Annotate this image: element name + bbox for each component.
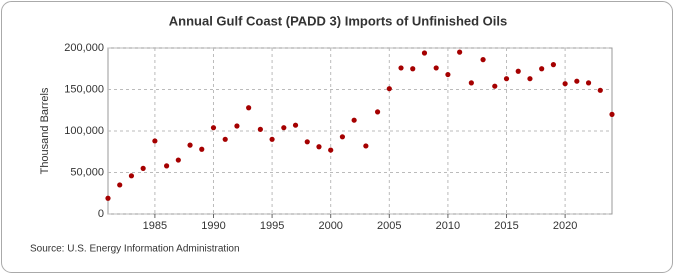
data-point <box>281 125 287 131</box>
x-tick-label: 1990 <box>201 220 225 232</box>
data-point <box>527 76 533 82</box>
data-point <box>550 62 556 68</box>
data-point <box>433 65 439 71</box>
data-point <box>539 66 545 72</box>
x-tick-label: 2015 <box>494 220 518 232</box>
data-point <box>562 81 568 87</box>
data-point <box>234 123 240 129</box>
y-tick-label: 0 <box>98 208 104 220</box>
data-point <box>304 139 310 145</box>
data-point <box>199 146 205 152</box>
data-point <box>164 163 170 169</box>
data-point <box>410 66 416 72</box>
data-point <box>105 195 111 201</box>
data-point <box>468 80 474 86</box>
data-point <box>492 83 498 89</box>
data-point <box>117 182 123 188</box>
data-point <box>421 50 428 56</box>
data-point <box>351 117 357 123</box>
data-point <box>445 71 451 78</box>
data-point <box>269 136 275 142</box>
chart-title: Annual Gulf Coast (PADD 3) Imports of Un… <box>169 13 508 28</box>
data-point <box>257 126 263 132</box>
data-point <box>585 80 592 86</box>
data-point <box>128 173 135 179</box>
data-point <box>597 87 603 93</box>
data-point <box>140 165 146 171</box>
y-tick-label: 200,000 <box>64 42 104 54</box>
data-point <box>222 136 228 142</box>
data-point <box>363 143 369 149</box>
data-point <box>574 78 580 84</box>
x-tick-label: 1995 <box>260 220 284 232</box>
data-point <box>457 49 463 55</box>
data-point <box>339 134 346 140</box>
y-axis-label: Thousand Barrels <box>39 87 51 174</box>
x-tick-label: 2005 <box>377 220 401 232</box>
data-point <box>386 86 392 92</box>
data-point <box>609 111 615 117</box>
source: Source: U.S. Energy Information Administ… <box>30 244 240 255</box>
data-point <box>503 76 510 82</box>
x-tick-label: 2000 <box>318 220 342 232</box>
data-point <box>328 147 334 153</box>
data-point <box>316 144 322 150</box>
y-tick-label: 100,000 <box>64 125 104 137</box>
data-point <box>175 157 181 163</box>
data-point <box>246 105 252 111</box>
data-point <box>374 109 381 115</box>
data-point <box>210 125 217 131</box>
x-tick-label: 2010 <box>436 220 460 232</box>
x-tick-label: 2020 <box>553 220 577 232</box>
x-tick-label: 1985 <box>143 220 167 232</box>
data-point <box>187 142 193 148</box>
data-point <box>480 57 486 63</box>
y-tick-label: 150,000 <box>64 83 104 95</box>
y-tick-label: 50,000 <box>70 166 104 178</box>
data-point <box>398 65 404 71</box>
data-point <box>152 138 158 144</box>
data-point <box>515 68 521 74</box>
data-point <box>292 122 299 128</box>
